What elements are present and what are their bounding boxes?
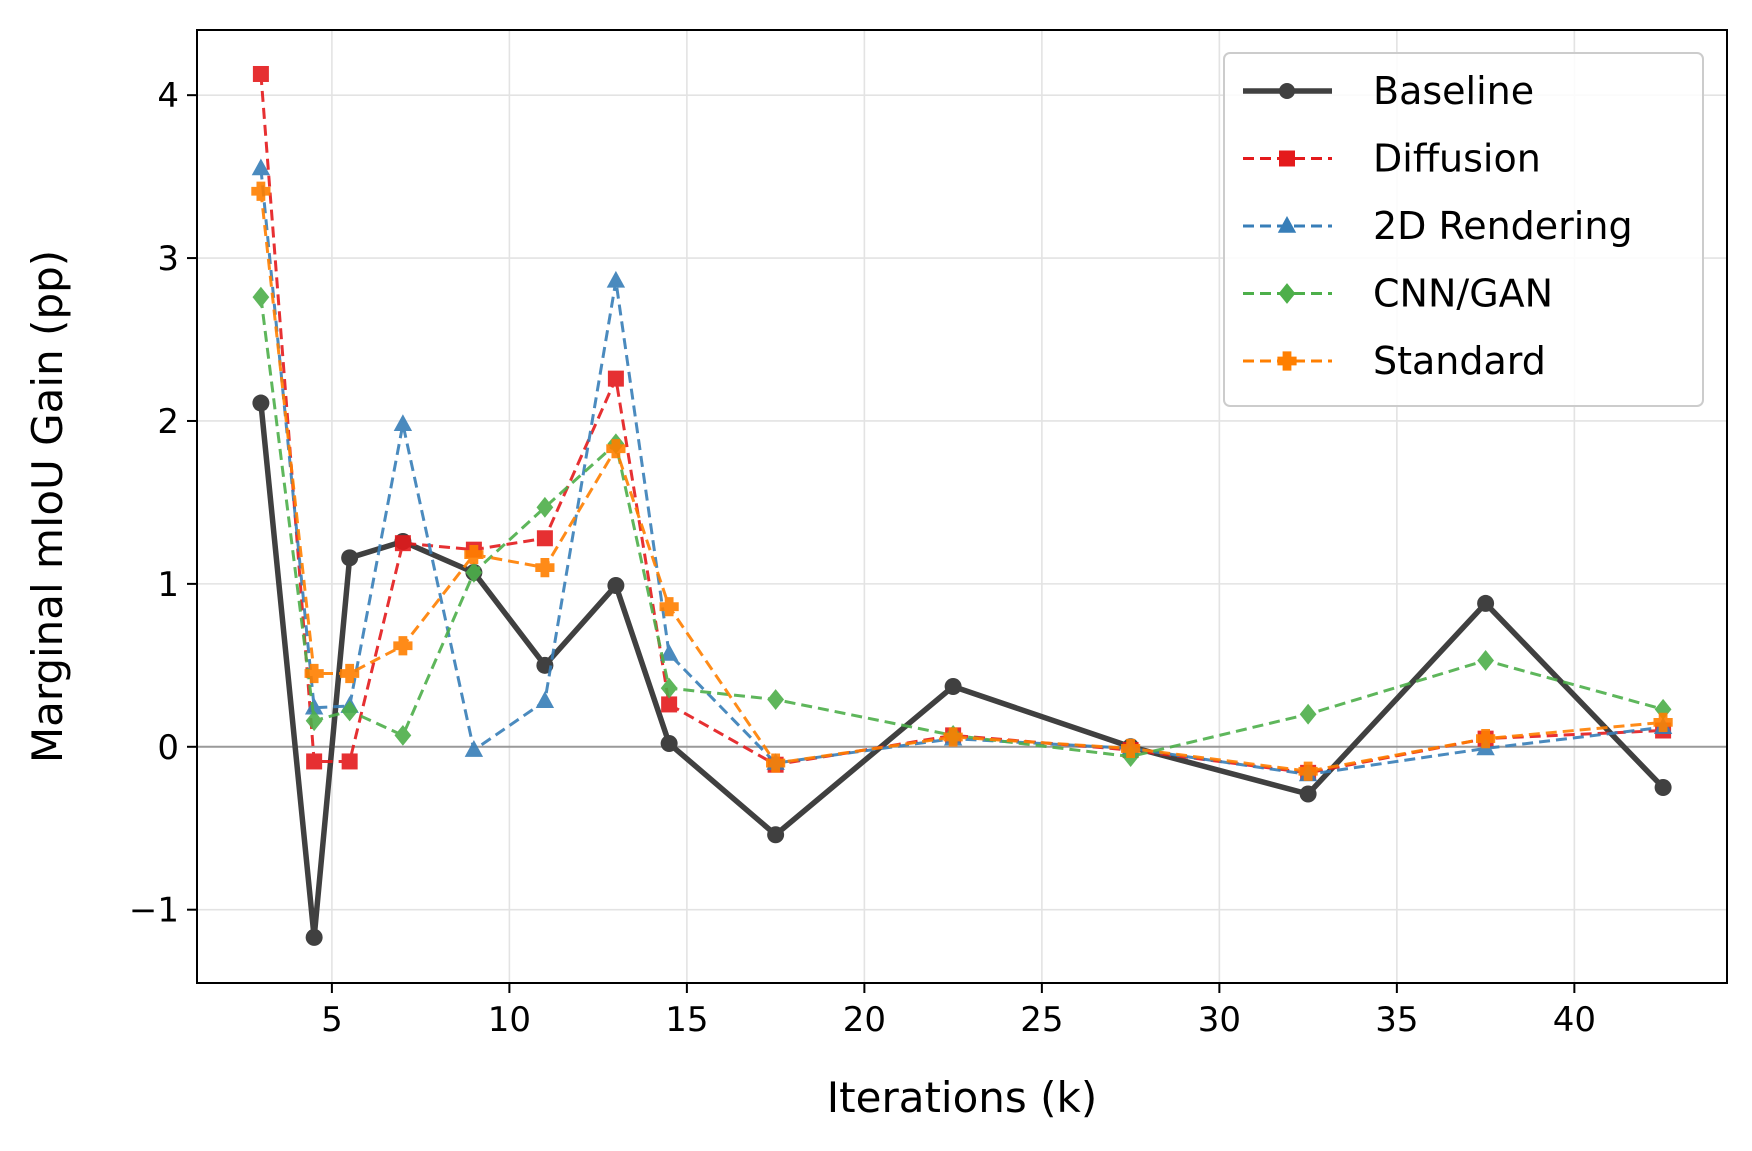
- data-point: [252, 65, 269, 82]
- y-tick-label: 1: [157, 565, 179, 605]
- data-point: [1653, 712, 1673, 732]
- y-tick-label: −1: [129, 891, 179, 931]
- data-point: [660, 735, 678, 753]
- legend-entry-standard: Standard: [1243, 339, 1546, 383]
- data-point: [659, 643, 679, 661]
- legend-label: Diffusion: [1373, 137, 1541, 181]
- data-point: [944, 678, 962, 696]
- data-point: [340, 663, 360, 684]
- legend: Baseline Diffusion 2D Rendering CNN/GAN Stan…: [1223, 52, 1704, 407]
- data-point: [464, 740, 484, 757]
- data-point: [1654, 779, 1672, 797]
- data-point: [251, 158, 271, 176]
- data-point: [394, 535, 411, 552]
- y-tick-label: 2: [157, 402, 179, 442]
- data-point: [393, 414, 413, 432]
- data-point: [536, 530, 553, 547]
- data-point: [251, 181, 271, 201]
- series-line-2d-rendering: [259, 168, 1664, 776]
- legend-box: [1223, 52, 1704, 407]
- legend-entry-cnn-gan: CNN/GAN: [1243, 272, 1553, 316]
- data-point: [305, 928, 323, 946]
- data-point: [306, 753, 323, 770]
- series-line-standard: [259, 191, 1664, 773]
- legend-label: 2D Rendering: [1373, 204, 1633, 248]
- legend-marker: [1277, 351, 1297, 371]
- data-point: [767, 826, 785, 844]
- legend-label: Baseline: [1373, 69, 1534, 113]
- data-point: [465, 562, 483, 583]
- data-point: [607, 577, 625, 595]
- data-point: [252, 394, 270, 412]
- data-point: [767, 689, 785, 710]
- data-point: [1477, 594, 1495, 612]
- legend-entry-baseline: Baseline: [1243, 69, 1534, 113]
- data-point: [1299, 703, 1317, 725]
- x-tick-label: 25: [1020, 1000, 1063, 1040]
- data-point: [606, 270, 626, 288]
- data-point: [535, 557, 555, 578]
- data-point: [304, 697, 324, 715]
- data-point: [607, 370, 624, 387]
- data-point: [659, 597, 679, 617]
- series-line-cnn-gan: [259, 296, 1664, 759]
- data-point: [305, 710, 323, 732]
- data-point: [1477, 650, 1495, 671]
- data-point: [341, 549, 359, 567]
- data-point: [341, 753, 358, 770]
- data-point: [393, 636, 413, 656]
- y-tick-label: 0: [157, 728, 179, 768]
- series-standard: [251, 181, 1673, 781]
- legend-marker: [1279, 83, 1295, 99]
- legend-entry-2d-rendering: 2D Rendering: [1243, 204, 1633, 248]
- x-tick-label: 5: [321, 1000, 343, 1040]
- data-point: [606, 439, 626, 459]
- x-tick-label: 20: [843, 1000, 886, 1040]
- axis-ticks: 5 10 15 20 25 30 35 40 −1 0 1 2 3 4: [129, 76, 1596, 1040]
- data-point: [1299, 785, 1317, 803]
- y-tick-label: 3: [157, 239, 179, 279]
- data-point: [1476, 729, 1496, 749]
- legend-marker: [1279, 150, 1295, 167]
- legend-label: Standard: [1373, 339, 1546, 383]
- series-line-baseline: [258, 402, 1666, 941]
- x-tick-label: 40: [1553, 1000, 1596, 1040]
- x-tick-label: 10: [488, 1000, 531, 1040]
- data-point: [394, 724, 412, 746]
- data-point: [1121, 738, 1141, 759]
- legend-entry-diffusion: Diffusion: [1243, 137, 1541, 181]
- data-point: [660, 677, 678, 699]
- x-tick-label: 15: [665, 1000, 708, 1040]
- data-point: [304, 663, 324, 684]
- data-point: [661, 696, 678, 713]
- x-tick-label: 35: [1375, 1000, 1418, 1040]
- series-lines: [251, 65, 1673, 946]
- data-point: [766, 753, 786, 773]
- plot-frame: [196, 29, 1728, 984]
- x-axis-label: Iterations (k): [827, 1073, 1097, 1122]
- legend-marker: [1278, 283, 1296, 304]
- x-tick-label: 30: [1198, 1000, 1241, 1040]
- data-point: [252, 286, 270, 308]
- legend-label: CNN/GAN: [1373, 272, 1553, 316]
- data-point: [535, 691, 555, 708]
- y-axis-label: Marginal mIoU Gain (pp): [23, 250, 72, 763]
- data-point: [464, 544, 484, 565]
- y-tick-label: 4: [157, 76, 179, 116]
- data-point: [536, 496, 554, 518]
- data-point: [943, 727, 963, 747]
- legend-marker: [1277, 216, 1297, 233]
- data-point: [341, 700, 359, 722]
- data-point: [1298, 761, 1318, 781]
